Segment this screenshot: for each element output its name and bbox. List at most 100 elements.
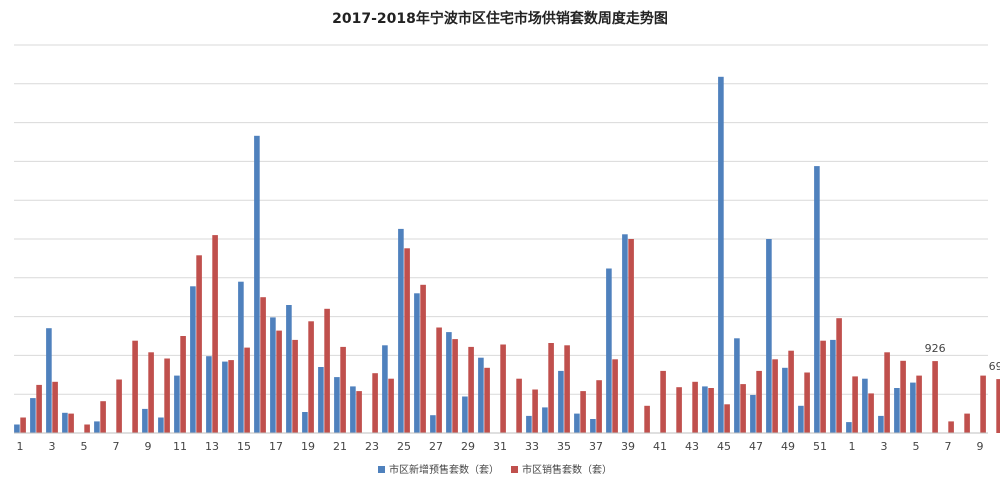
bar-new-supply	[222, 361, 228, 433]
bar-sales	[324, 308, 330, 433]
x-tick-label: 17	[269, 440, 283, 453]
x-tick-label: 9	[977, 440, 984, 453]
bar-sales	[132, 340, 138, 433]
bar-new-supply	[574, 413, 580, 433]
bar-new-supply	[334, 377, 340, 433]
x-tick-label: 7	[113, 440, 120, 453]
bar-sales	[804, 372, 810, 433]
bar-sales	[164, 358, 170, 433]
bar-new-supply	[782, 367, 788, 433]
x-tick-label: 13	[205, 440, 219, 453]
bar-new-supply	[606, 268, 612, 433]
bar-sales	[708, 388, 714, 433]
bar-sales	[68, 413, 74, 433]
bar-sales	[724, 404, 730, 433]
bar-new-supply	[430, 415, 436, 433]
bar-sales	[52, 381, 58, 433]
bar-new-supply	[350, 386, 356, 433]
bar-sales	[612, 359, 618, 433]
bar-sales	[436, 327, 442, 433]
bar-sales	[996, 379, 1000, 433]
bar-sales	[676, 387, 682, 433]
data-label: 694	[989, 360, 1000, 373]
chart-title: 2017-2018年宁波市区住宅市场供销套数周度走势图	[332, 10, 668, 27]
bar-new-supply	[910, 382, 916, 433]
bar-sales	[260, 297, 266, 433]
data-labels: 926 694	[925, 342, 1000, 373]
bar-sales	[420, 284, 426, 433]
bar-new-supply	[14, 424, 20, 433]
bar-sales	[372, 373, 378, 433]
x-tick-label: 29	[461, 440, 475, 453]
bar-sales	[212, 235, 218, 433]
bar-new-supply	[270, 317, 276, 433]
x-tick-label: 11	[173, 440, 187, 453]
legend-swatch-sales	[511, 466, 518, 473]
bar-new-supply	[158, 417, 164, 433]
bar-sales	[356, 391, 362, 433]
bar-sales	[564, 345, 570, 433]
bar-new-supply	[254, 135, 260, 434]
x-tick-label: 31	[493, 440, 507, 453]
x-tick-label: 1	[17, 440, 24, 453]
x-tick-label: 35	[557, 440, 571, 453]
bar-sales	[484, 367, 490, 433]
bar-new-supply	[750, 395, 756, 433]
x-tick-label: 45	[717, 440, 731, 453]
data-label: 926	[925, 342, 946, 355]
bar-sales	[148, 352, 154, 433]
x-tick-label: 43	[685, 440, 699, 453]
bar-sales	[500, 344, 506, 433]
bar-new-supply	[862, 378, 868, 433]
x-tick-label: 25	[397, 440, 411, 453]
bar-sales	[852, 376, 858, 433]
bar-sales	[980, 375, 986, 433]
bar-sales	[756, 370, 762, 433]
bar-new-supply	[190, 286, 196, 433]
x-tick-label: 15	[237, 440, 251, 453]
bar-new-supply	[174, 375, 180, 433]
x-tick-label: 21	[333, 440, 347, 453]
x-tick-label: 51	[813, 440, 827, 453]
bar-sales	[276, 330, 282, 433]
legend-label-new-supply: 市区新增预售套数（套）	[389, 463, 499, 476]
bar-new-supply	[142, 408, 148, 433]
x-tick-label: 19	[301, 440, 315, 453]
bar-new-supply	[878, 415, 884, 433]
bar-sales	[964, 413, 970, 433]
bar-new-supply	[62, 412, 68, 433]
x-tick-label: 7	[945, 440, 952, 453]
x-tick-label: 49	[781, 440, 795, 453]
legend-label-sales: 市区销售套数（套）	[522, 463, 612, 476]
bar-sales	[628, 239, 634, 433]
bar-sales	[884, 352, 890, 433]
x-tick-label: 37	[589, 440, 603, 453]
bar-sales	[660, 370, 666, 433]
bar-new-supply	[814, 166, 820, 433]
bar-sales	[644, 405, 650, 433]
gridlines	[14, 44, 988, 395]
bar-new-supply	[558, 370, 564, 433]
x-tick-label: 41	[653, 440, 667, 453]
bar-new-supply	[798, 405, 804, 433]
bar-new-supply	[446, 332, 452, 433]
bar-sales	[20, 417, 26, 433]
bar-sales	[244, 347, 250, 433]
bar-sales	[452, 339, 458, 433]
bar-sales	[84, 424, 90, 433]
x-tick-label: 33	[525, 440, 539, 453]
bar-sales	[388, 378, 394, 433]
bar-sales	[820, 340, 826, 433]
bar-sales	[468, 346, 474, 433]
bar-sales	[740, 384, 746, 433]
x-tick-label: 39	[621, 440, 635, 453]
bar-new-supply	[846, 422, 852, 433]
bar-new-supply	[94, 421, 100, 433]
bar-new-supply	[286, 305, 292, 433]
bar-sales	[180, 336, 186, 433]
bar-new-supply	[318, 367, 324, 433]
bar-new-supply	[414, 293, 420, 433]
x-tick-label: 5	[81, 440, 88, 453]
bar-sales	[692, 381, 698, 433]
bar-sales	[580, 391, 586, 433]
